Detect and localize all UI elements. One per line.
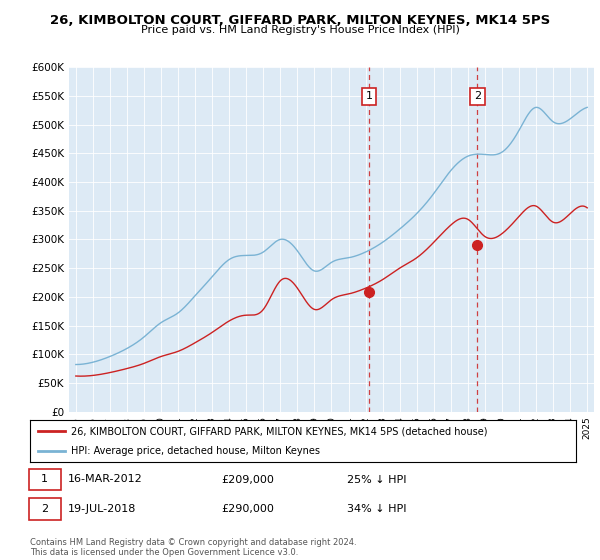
Text: HPI: Average price, detached house, Milton Keynes: HPI: Average price, detached house, Milt… [71,446,320,456]
Text: 19-JUL-2018: 19-JUL-2018 [68,504,137,514]
Text: 34% ↓ HPI: 34% ↓ HPI [347,504,406,514]
Text: £290,000: £290,000 [221,504,274,514]
Text: 2: 2 [473,91,481,101]
Text: 25% ↓ HPI: 25% ↓ HPI [347,474,406,484]
Text: £209,000: £209,000 [221,474,274,484]
Text: 26, KIMBOLTON COURT, GIFFARD PARK, MILTON KEYNES, MK14 5PS: 26, KIMBOLTON COURT, GIFFARD PARK, MILTO… [50,14,550,27]
Text: 1: 1 [41,474,48,484]
FancyBboxPatch shape [29,498,61,520]
Text: Contains HM Land Registry data © Crown copyright and database right 2024.
This d: Contains HM Land Registry data © Crown c… [30,538,356,557]
Text: 1: 1 [365,91,373,101]
FancyBboxPatch shape [29,469,61,491]
Text: Price paid vs. HM Land Registry's House Price Index (HPI): Price paid vs. HM Land Registry's House … [140,25,460,35]
Text: 26, KIMBOLTON COURT, GIFFARD PARK, MILTON KEYNES, MK14 5PS (detached house): 26, KIMBOLTON COURT, GIFFARD PARK, MILTO… [71,426,487,436]
Text: 2: 2 [41,504,49,514]
Text: 16-MAR-2012: 16-MAR-2012 [68,474,143,484]
